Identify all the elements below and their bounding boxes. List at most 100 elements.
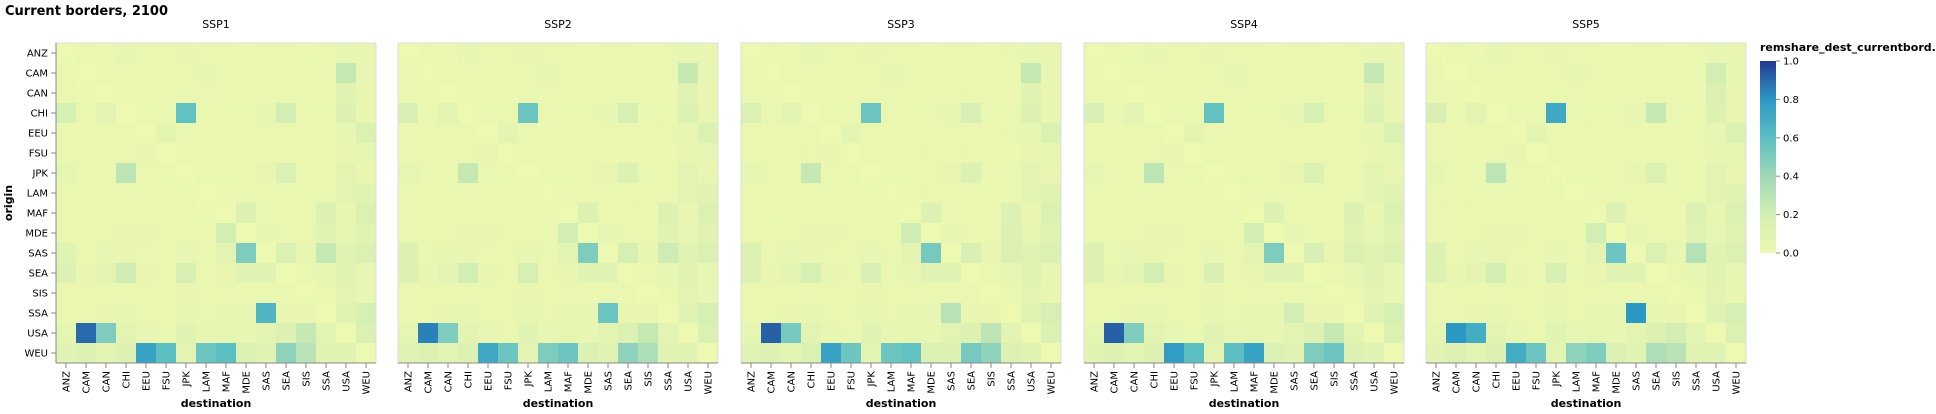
heatmap-cell (1084, 143, 1105, 164)
heatmap-cell (1001, 343, 1022, 364)
heatmap-cell (1084, 303, 1105, 324)
panel-title: SSP4 (1230, 18, 1258, 31)
heatmap-cell (941, 103, 962, 124)
heatmap-cell (1224, 223, 1245, 244)
x-tick-label: ANZ (747, 371, 758, 392)
heatmap-cell (981, 123, 1002, 144)
heatmap-cell (1364, 183, 1385, 204)
heatmap-cell (1666, 343, 1687, 364)
heatmap-cell (1124, 323, 1145, 344)
heatmap-cell (56, 143, 77, 164)
heatmap-cell (498, 123, 519, 144)
heatmap-cell (1506, 303, 1527, 324)
heatmap-cell (478, 103, 499, 124)
heatmap-cell (1566, 223, 1587, 244)
heatmap-cell (1666, 223, 1687, 244)
heatmap-cell (1426, 163, 1447, 184)
x-tick-label: SEA (282, 371, 293, 391)
heatmap-cell (418, 43, 439, 64)
heatmap-cell (1001, 83, 1022, 104)
heatmap-cell (478, 223, 499, 244)
heatmap-cell (801, 43, 822, 64)
heatmap-cell (1526, 83, 1547, 104)
heatmap-cell (156, 163, 177, 184)
heatmap-cell (1686, 343, 1707, 364)
heatmap-cell (518, 343, 539, 364)
heatmap-cell (236, 263, 257, 284)
heatmap-cell (398, 143, 419, 164)
heatmap-cell (1021, 103, 1042, 124)
heatmap-cell (1344, 43, 1365, 64)
heatmap-cell (1506, 203, 1527, 224)
heatmap-cell (678, 143, 699, 164)
heatmap-cell (196, 323, 217, 344)
heatmap-cell (1466, 123, 1487, 144)
heatmap-cell (801, 63, 822, 84)
heatmap-cell (698, 203, 719, 224)
heatmap-cell (1001, 183, 1022, 204)
heatmap-cell (56, 63, 77, 84)
heatmap-cell (1104, 83, 1125, 104)
heatmap-cell (1184, 183, 1205, 204)
heatmap-cell (981, 323, 1002, 344)
heatmap-cell (76, 63, 97, 84)
heatmap-cell (558, 123, 579, 144)
heatmap-cell (418, 123, 439, 144)
heatmap-cell (1124, 123, 1145, 144)
heatmap-cell (276, 223, 297, 244)
heatmap-cell (296, 143, 317, 164)
heatmap-cell (1706, 83, 1727, 104)
heatmap-cell (1284, 63, 1305, 84)
heatmap-cell (761, 203, 782, 224)
heatmap-cell (1204, 63, 1225, 84)
heatmap-cell (638, 163, 659, 184)
heatmap-cell (618, 183, 639, 204)
heatmap-cell (156, 83, 177, 104)
heatmap-cell (1566, 143, 1587, 164)
heatmap-cell (1324, 183, 1345, 204)
heatmap-cell (1104, 63, 1125, 84)
heatmap-cell (1304, 263, 1325, 284)
x-tick-label: SSA (322, 371, 333, 391)
x-tick-label: JPK (524, 371, 535, 388)
heatmap-cell (458, 263, 479, 284)
heatmap-cell (1021, 123, 1042, 144)
heatmap-cell (1446, 43, 1467, 64)
heatmap-cell (1486, 343, 1507, 364)
heatmap-cell (56, 283, 77, 304)
heatmap-cell (538, 343, 559, 364)
x-tick-label: JPK (182, 371, 193, 388)
heatmap-cell (336, 83, 357, 104)
heatmap-cell (801, 343, 822, 364)
heatmap-cell (176, 243, 197, 264)
heatmap-cell (598, 183, 619, 204)
heatmap-cell (698, 163, 719, 184)
x-tick-label: MAF (1250, 371, 1261, 392)
heatmap-cell (1686, 123, 1707, 144)
heatmap-cell (256, 123, 277, 144)
heatmap-cell (156, 103, 177, 124)
heatmap-cell (196, 123, 217, 144)
heatmap-cell (921, 243, 942, 264)
y-tick-label: LAM (27, 189, 48, 200)
heatmap-cell (941, 203, 962, 224)
heatmap-cell (276, 343, 297, 364)
heatmap-cell (156, 183, 177, 204)
heatmap-cell (1164, 183, 1185, 204)
heatmap-cell (96, 203, 117, 224)
heatmap-cell (538, 163, 559, 184)
heatmap-cell (498, 143, 519, 164)
heatmap-cell (1546, 203, 1567, 224)
heatmap-cell (356, 243, 377, 264)
y-tick-label: JPK (31, 169, 48, 180)
heatmap-cell (1284, 43, 1305, 64)
heatmap-cell (801, 223, 822, 244)
heatmap-cell (1001, 103, 1022, 124)
heatmap-cell (741, 323, 762, 344)
heatmap-cell (136, 263, 157, 284)
heatmap-cell (196, 243, 217, 264)
heatmap-cell (781, 203, 802, 224)
heatmap-cell (1486, 103, 1507, 124)
heatmap-cell (1144, 223, 1165, 244)
heatmap-cell (981, 63, 1002, 84)
